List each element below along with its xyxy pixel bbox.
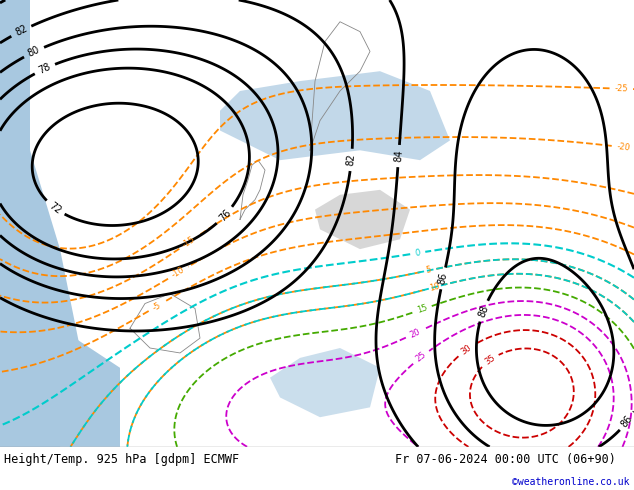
Text: -15: -15 — [181, 235, 197, 249]
Text: 15: 15 — [416, 303, 429, 316]
Polygon shape — [0, 0, 80, 447]
Text: 20: 20 — [408, 327, 422, 340]
Polygon shape — [0, 249, 120, 447]
Text: 5: 5 — [425, 266, 432, 275]
Text: -20: -20 — [616, 142, 631, 152]
Text: 78: 78 — [37, 62, 53, 76]
Text: -5: -5 — [151, 300, 162, 312]
Text: 10: 10 — [429, 281, 441, 293]
Text: 25: 25 — [414, 350, 428, 364]
Text: 30: 30 — [460, 343, 474, 357]
Text: 76: 76 — [217, 207, 233, 223]
Text: 80: 80 — [26, 45, 42, 59]
Text: Fr 07-06-2024 00:00 UTC (06+90): Fr 07-06-2024 00:00 UTC (06+90) — [395, 453, 616, 466]
Text: 35: 35 — [483, 353, 497, 367]
Text: 82: 82 — [13, 24, 29, 38]
Text: 84: 84 — [393, 149, 404, 163]
Polygon shape — [270, 348, 380, 417]
Text: 82: 82 — [346, 153, 357, 167]
Text: 0: 0 — [415, 248, 421, 258]
Text: Height/Temp. 925 hPa [gdpm] ECMWF: Height/Temp. 925 hPa [gdpm] ECMWF — [4, 453, 239, 466]
Polygon shape — [220, 71, 450, 160]
Text: -25: -25 — [614, 84, 628, 94]
Text: 88: 88 — [477, 303, 490, 318]
Polygon shape — [315, 190, 410, 249]
Text: ©weatheronline.co.uk: ©weatheronline.co.uk — [512, 477, 630, 487]
Text: 86: 86 — [437, 271, 450, 285]
Text: 72: 72 — [47, 200, 63, 216]
Text: 86: 86 — [619, 414, 634, 429]
Text: -10: -10 — [170, 266, 186, 280]
